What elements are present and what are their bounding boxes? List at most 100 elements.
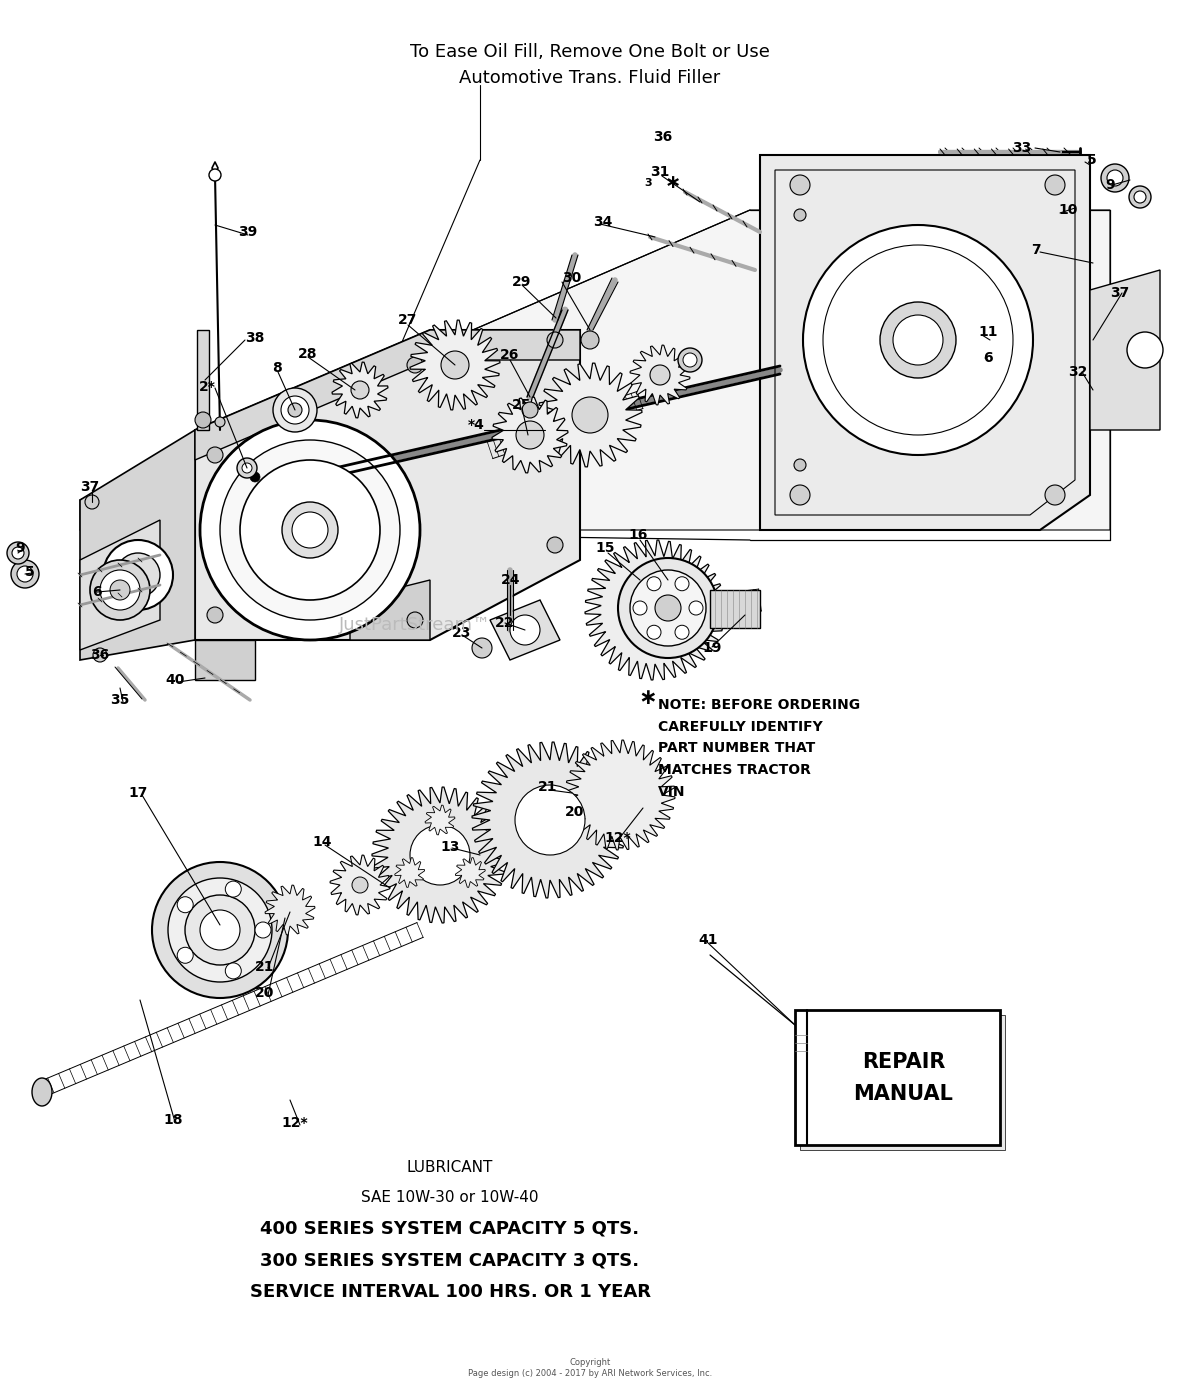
Text: 6: 6 <box>92 585 101 598</box>
Text: To Ease Oil Fill, Remove One Bolt or Use: To Ease Oil Fill, Remove One Bolt or Use <box>411 43 769 61</box>
Text: 36: 36 <box>91 649 110 663</box>
Polygon shape <box>585 540 725 679</box>
Text: 17: 17 <box>129 785 148 799</box>
Bar <box>197 331 209 430</box>
Text: 36: 36 <box>654 130 673 144</box>
Ellipse shape <box>32 1078 52 1106</box>
Circle shape <box>650 365 670 385</box>
Text: 37: 37 <box>80 480 99 494</box>
Polygon shape <box>565 739 675 850</box>
Circle shape <box>510 615 540 644</box>
Circle shape <box>794 459 806 472</box>
Circle shape <box>789 485 809 505</box>
Polygon shape <box>490 600 560 660</box>
Text: 22: 22 <box>496 617 514 631</box>
Circle shape <box>548 537 563 552</box>
Circle shape <box>675 576 689 590</box>
Text: 7: 7 <box>1031 243 1041 257</box>
Text: 29: 29 <box>512 275 532 289</box>
Circle shape <box>250 472 260 483</box>
Text: 12*: 12* <box>282 1116 308 1130</box>
Circle shape <box>11 559 39 589</box>
Bar <box>710 590 760 628</box>
Text: ∗: ∗ <box>638 688 657 709</box>
Polygon shape <box>455 858 485 887</box>
Text: 5: 5 <box>1087 153 1097 167</box>
Circle shape <box>225 882 241 897</box>
Circle shape <box>632 601 647 615</box>
Text: JustPartStream™: JustPartStream™ <box>339 617 491 633</box>
Circle shape <box>1101 165 1129 193</box>
Circle shape <box>630 571 706 646</box>
Circle shape <box>206 446 223 463</box>
Polygon shape <box>372 787 507 923</box>
Circle shape <box>195 412 211 428</box>
Polygon shape <box>538 363 642 467</box>
Circle shape <box>678 347 702 372</box>
Circle shape <box>880 301 956 378</box>
Text: 300 SERIES SYSTEM CAPACITY 3 QTS.: 300 SERIES SYSTEM CAPACITY 3 QTS. <box>261 1251 640 1269</box>
Text: SAE 10W-30 or 10W-40: SAE 10W-30 or 10W-40 <box>361 1190 539 1205</box>
Polygon shape <box>630 345 690 405</box>
Circle shape <box>675 625 689 639</box>
Circle shape <box>90 559 150 619</box>
Text: 37: 37 <box>1110 286 1129 300</box>
Circle shape <box>689 601 703 615</box>
Text: 26: 26 <box>500 347 519 361</box>
Polygon shape <box>350 580 430 640</box>
Circle shape <box>255 922 271 937</box>
Text: 18: 18 <box>163 1113 183 1127</box>
Text: 31: 31 <box>650 165 670 179</box>
Circle shape <box>240 460 380 600</box>
Polygon shape <box>195 331 581 640</box>
Circle shape <box>618 558 717 658</box>
Text: 41: 41 <box>699 933 717 947</box>
Text: 6: 6 <box>983 352 992 365</box>
Circle shape <box>185 896 255 965</box>
Polygon shape <box>425 805 455 836</box>
Circle shape <box>514 785 585 855</box>
Circle shape <box>893 315 943 365</box>
Text: 21: 21 <box>255 960 275 974</box>
Circle shape <box>242 463 253 473</box>
Circle shape <box>7 543 30 564</box>
Circle shape <box>581 331 599 349</box>
Text: Automotive Trans. Fluid Filler: Automotive Trans. Fluid Filler <box>459 68 721 86</box>
Text: 24: 24 <box>502 573 520 587</box>
Text: 10: 10 <box>1058 204 1077 218</box>
Text: 20: 20 <box>255 986 275 1000</box>
Circle shape <box>152 862 288 997</box>
Bar <box>795 1010 999 1145</box>
Polygon shape <box>80 430 195 660</box>
Text: 33: 33 <box>1012 141 1031 155</box>
Polygon shape <box>80 520 160 650</box>
Circle shape <box>219 439 400 619</box>
Circle shape <box>683 353 697 367</box>
Circle shape <box>116 552 160 597</box>
Text: 8: 8 <box>273 361 282 375</box>
Text: 14: 14 <box>313 836 332 850</box>
Circle shape <box>409 824 470 884</box>
Text: 28: 28 <box>299 347 317 361</box>
Circle shape <box>647 576 661 590</box>
Polygon shape <box>760 155 1090 530</box>
Text: 2*: 2* <box>198 379 216 393</box>
Text: LUBRICANT: LUBRICANT <box>407 1161 493 1176</box>
Circle shape <box>215 417 225 427</box>
Circle shape <box>472 638 492 658</box>
Circle shape <box>100 571 140 610</box>
Text: MANUAL: MANUAL <box>853 1084 953 1103</box>
Polygon shape <box>330 855 389 915</box>
Circle shape <box>789 174 809 195</box>
Circle shape <box>199 910 240 950</box>
Text: ∗: ∗ <box>664 173 681 193</box>
Text: 19: 19 <box>702 640 722 656</box>
Circle shape <box>177 897 194 912</box>
Text: 34: 34 <box>594 215 612 229</box>
Text: 9: 9 <box>15 541 25 555</box>
Circle shape <box>103 540 173 610</box>
Text: 13: 13 <box>440 840 460 854</box>
Text: 5: 5 <box>25 565 35 579</box>
Text: 9: 9 <box>1106 179 1115 193</box>
Bar <box>800 1016 1005 1149</box>
